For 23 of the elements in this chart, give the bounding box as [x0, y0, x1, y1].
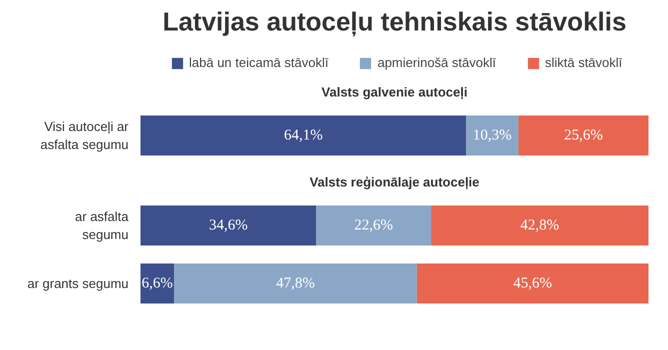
bar	[174, 264, 417, 304]
y-tick-label: Visi autoceļi ar asfalta segumu	[40, 119, 130, 152]
data-label: 22,6%	[354, 218, 394, 234]
y-tick-label: ar asfalta segumu	[75, 209, 130, 242]
data-label: 47,8%	[276, 276, 315, 292]
legend-label: labā un teicamā stāvoklī	[189, 55, 328, 70]
bar	[416, 264, 648, 304]
chart-title: Latvijas autoceļu tehniskais stāvoklis	[162, 6, 626, 36]
bar	[316, 206, 432, 246]
data-label: 42,8%	[520, 218, 560, 234]
data-label: 25,6%	[564, 128, 603, 144]
data-label: 10,3%	[472, 128, 512, 144]
bar	[431, 206, 648, 246]
bar	[140, 206, 316, 246]
chart-subtitle: Valsts galvenie autoceļi	[322, 84, 468, 100]
legend-label: apmierinošā stāvoklī	[377, 55, 496, 70]
data-label: 45,6%	[513, 276, 552, 292]
data-label: 6,6%	[142, 276, 173, 292]
chart-subtitle: Valsts reģionālaje autoceļie	[310, 174, 480, 190]
y-tick-label: ar grants segumu	[27, 276, 129, 291]
data-label: 34,6%	[209, 218, 248, 234]
legend-label: sliktā stāvoklī	[544, 55, 622, 70]
data-label: 64,1%	[284, 128, 323, 144]
